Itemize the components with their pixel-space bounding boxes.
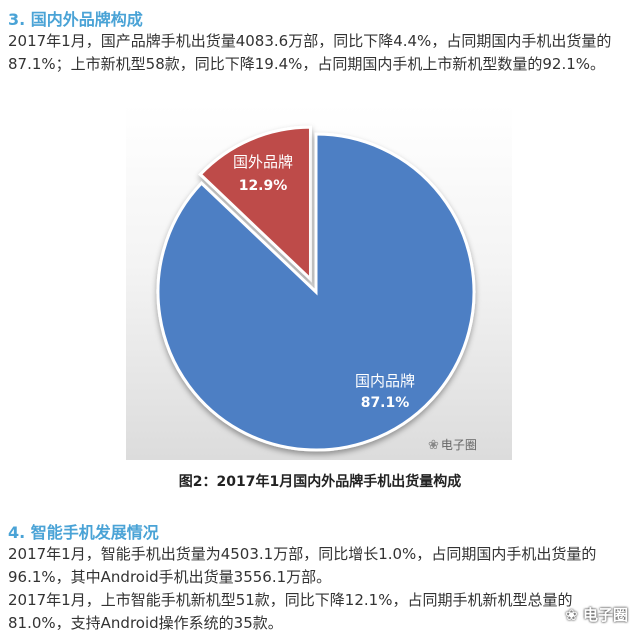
figure-caption: 图2：2017年1月国内外品牌手机出货量构成: [178, 474, 462, 490]
slice-label-domestic: 国内品牌: [355, 372, 415, 390]
bottom-watermark: ❀ 电子圈: [565, 604, 628, 625]
section-3-paragraph: 2017年1月，国产品牌手机出货量4083.6万部，同比下降4.4%，占同期国内…: [8, 32, 612, 73]
section-3-heading: 3. 国内外品牌构成: [8, 10, 143, 29]
section-4-heading: 4. 智能手机发展情况: [8, 523, 159, 542]
slice-value-domestic: 87.1%: [361, 395, 410, 411]
bottom-watermark-text: 电子圈: [582, 606, 628, 624]
figure-watermark-text: 电子圈: [440, 438, 477, 452]
wechat-icon: ❀: [565, 606, 578, 624]
pie-slice-domestic: [156, 132, 476, 452]
section-4-paragraph-1: 2017年1月，智能手机出货量为4503.1万部，同比增长1.0%，占同期国内手…: [8, 545, 597, 586]
wechat-icon: ❀: [428, 438, 439, 453]
pie-chart-figure: 国外品牌 12.9% 国内品牌 87.1% ❀ 电子圈: [126, 104, 512, 460]
pie-slice-foreign: [198, 125, 312, 283]
pie-chart: 国外品牌 12.9% 国内品牌 87.1%: [156, 125, 476, 452]
section-4-paragraph-2: 2017年1月，上市智能手机新机型51款，同比下降12.1%，占同期手机新机型总…: [8, 591, 573, 632]
slice-label-foreign: 国外品牌: [233, 153, 293, 171]
figure-watermark: ❀ 电子圈: [428, 436, 477, 453]
slice-value-foreign: 12.9%: [239, 178, 288, 194]
